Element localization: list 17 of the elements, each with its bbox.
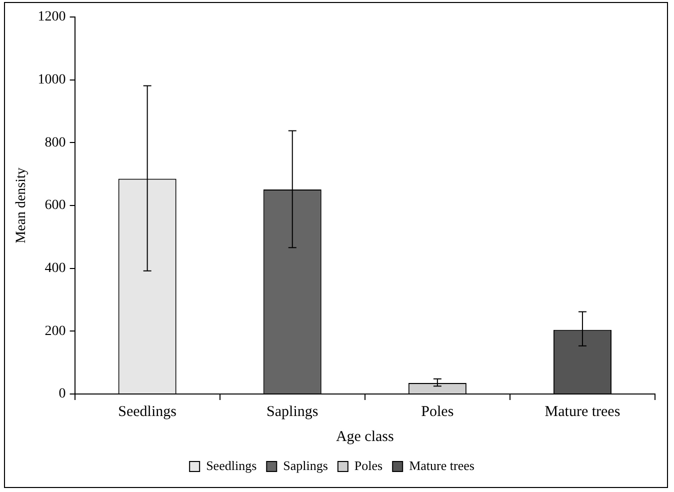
x-tick-label: Saplings xyxy=(266,404,318,420)
x-axis-title: Age class xyxy=(336,428,394,445)
x-tick-label: Poles xyxy=(421,404,454,420)
y-tick-label: 600 xyxy=(44,198,66,214)
y-tick-label: 800 xyxy=(44,135,66,150)
legend-label: Saplings xyxy=(283,458,328,473)
legend-label: Mature trees xyxy=(409,458,474,473)
x-tick-label: Mature trees xyxy=(544,404,620,420)
y-tick-label: 1200 xyxy=(38,10,66,25)
y-axis-title: Mean density xyxy=(14,168,30,244)
y-tick-label: 200 xyxy=(44,324,66,339)
y-tick-label: 400 xyxy=(44,261,66,276)
y-tick-label: 1000 xyxy=(38,72,66,88)
y-tick-label: 0 xyxy=(58,386,66,402)
legend-label: Seedlings xyxy=(206,458,257,473)
x-tick-label: Seedlings xyxy=(118,404,177,420)
legend-label: Poles xyxy=(354,458,383,473)
